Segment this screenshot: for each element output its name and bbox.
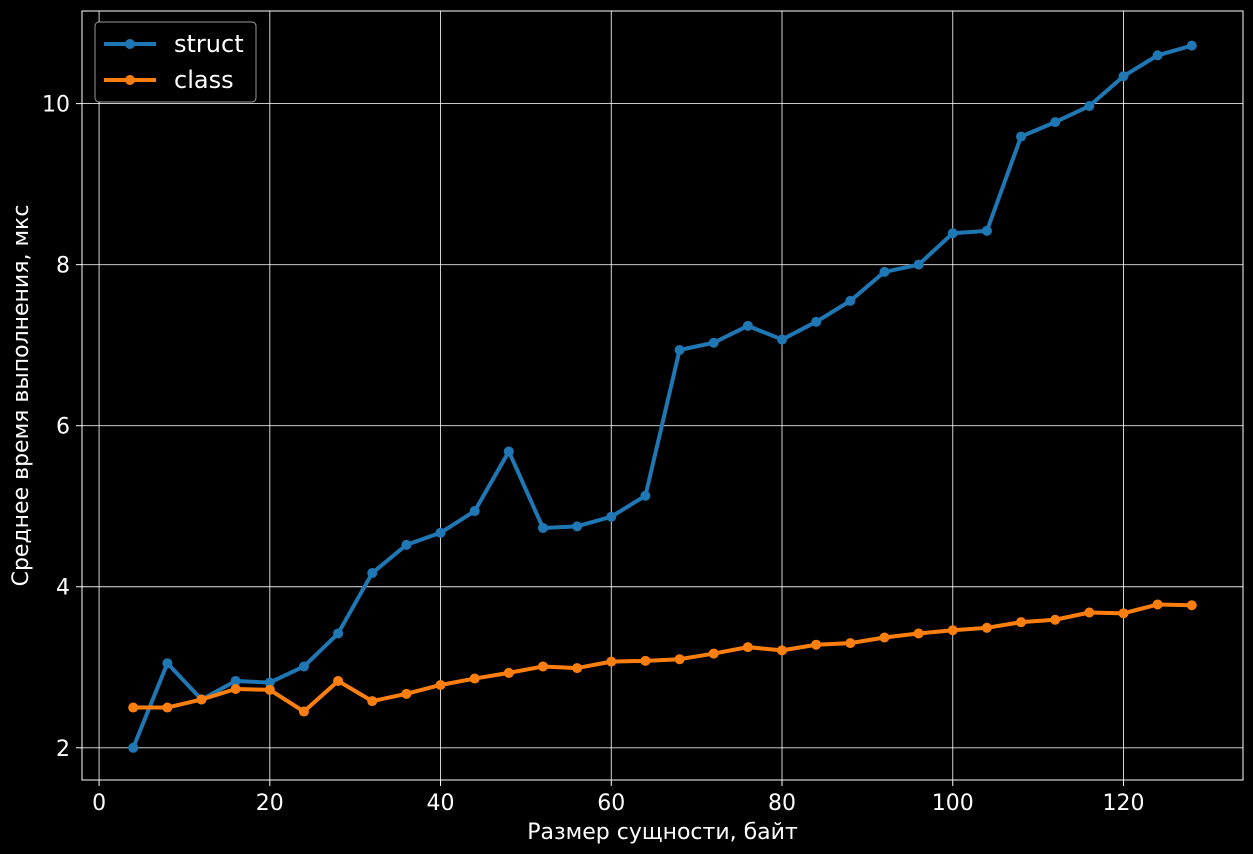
data-point-class xyxy=(742,642,753,653)
y-tick-label: 4 xyxy=(56,576,70,601)
data-point-struct xyxy=(777,334,788,345)
data-series xyxy=(128,40,1197,753)
data-point-class xyxy=(435,679,446,690)
x-tick-label: 80 xyxy=(768,791,796,816)
data-point-class xyxy=(811,639,822,650)
x-axis-title: Размер сущности, байт xyxy=(527,820,798,845)
data-point-class xyxy=(503,667,514,678)
legend-label-struct: struct xyxy=(174,30,244,58)
data-point-class xyxy=(674,654,685,665)
data-point-struct xyxy=(1186,40,1197,51)
data-point-struct xyxy=(606,511,617,522)
data-point-struct xyxy=(1084,101,1095,112)
data-point-struct xyxy=(333,628,344,639)
data-point-class xyxy=(1118,608,1129,619)
data-point-struct xyxy=(708,337,719,348)
data-point-struct xyxy=(1118,71,1129,82)
data-point-struct xyxy=(230,675,241,686)
data-point-struct xyxy=(298,661,309,672)
data-point-struct xyxy=(1016,131,1027,142)
data-point-struct xyxy=(537,522,548,533)
data-point-struct xyxy=(811,316,822,327)
data-point-class xyxy=(162,702,173,713)
data-point-struct xyxy=(128,742,139,753)
x-tick-label: 60 xyxy=(597,791,625,816)
data-point-class xyxy=(640,655,651,666)
data-point-class xyxy=(1152,599,1163,610)
data-point-struct xyxy=(981,225,992,236)
data-point-struct xyxy=(435,527,446,538)
y-tick-label: 10 xyxy=(42,93,70,118)
x-tick-label: 100 xyxy=(932,791,974,816)
data-point-class xyxy=(1084,607,1095,618)
data-point-class xyxy=(1016,617,1027,628)
data-point-struct xyxy=(469,506,480,517)
plot-frame xyxy=(81,10,1244,781)
data-point-class xyxy=(264,684,275,695)
data-point-class xyxy=(1186,600,1197,611)
data-point-struct xyxy=(913,259,924,270)
data-point-class xyxy=(230,684,241,695)
legend-marker-class xyxy=(125,75,135,85)
x-tick-label: 40 xyxy=(427,791,455,816)
data-point-class xyxy=(469,673,480,684)
y-axis-title: Среднее время выполнения, мкс xyxy=(9,205,34,587)
data-point-struct xyxy=(572,521,583,532)
legend-marker-struct xyxy=(125,39,135,49)
x-tick-label: 120 xyxy=(1102,791,1144,816)
y-tick-label: 6 xyxy=(56,415,70,440)
data-point-struct xyxy=(947,228,958,239)
data-point-struct xyxy=(845,295,856,306)
data-point-class xyxy=(537,661,548,672)
data-point-class xyxy=(879,632,890,643)
data-point-struct xyxy=(742,320,753,331)
data-point-class xyxy=(128,702,139,713)
y-tick-label: 8 xyxy=(56,254,70,279)
series-line-class xyxy=(131,602,1194,714)
data-point-class xyxy=(981,622,992,633)
series-line-struct xyxy=(131,43,1194,750)
y-tick-label: 2 xyxy=(56,737,70,762)
x-tick-label: 0 xyxy=(92,791,106,816)
data-point-struct xyxy=(264,677,275,688)
data-point-class xyxy=(367,696,378,707)
axis-ticks: 0 20 40 60 80 100 120 2 4 6 8 10 xyxy=(42,93,1144,816)
data-point-class xyxy=(333,675,344,686)
data-point-class xyxy=(777,645,788,656)
data-point-class xyxy=(196,694,207,705)
data-point-class xyxy=(572,663,583,674)
data-point-struct xyxy=(367,568,378,579)
data-point-struct xyxy=(879,266,890,277)
data-point-struct xyxy=(674,345,685,356)
grid-lines xyxy=(82,11,1243,780)
data-point-struct xyxy=(1050,117,1061,128)
x-tick-label: 20 xyxy=(256,791,284,816)
data-point-class xyxy=(708,648,719,659)
data-point-class xyxy=(401,688,412,699)
data-point-struct xyxy=(1152,50,1163,61)
data-point-class xyxy=(947,625,958,636)
legend: struct class xyxy=(94,21,257,103)
data-point-struct xyxy=(503,446,514,457)
data-point-class xyxy=(845,638,856,649)
series-struct xyxy=(128,40,1197,753)
series-class xyxy=(128,599,1197,717)
data-point-class xyxy=(298,706,309,717)
legend-label-class: class xyxy=(174,66,234,94)
data-point-class xyxy=(913,628,924,639)
data-point-class xyxy=(606,656,617,667)
data-point-class xyxy=(1050,614,1061,625)
data-point-struct xyxy=(162,658,173,669)
data-point-struct xyxy=(640,490,651,501)
data-point-struct xyxy=(401,539,412,550)
